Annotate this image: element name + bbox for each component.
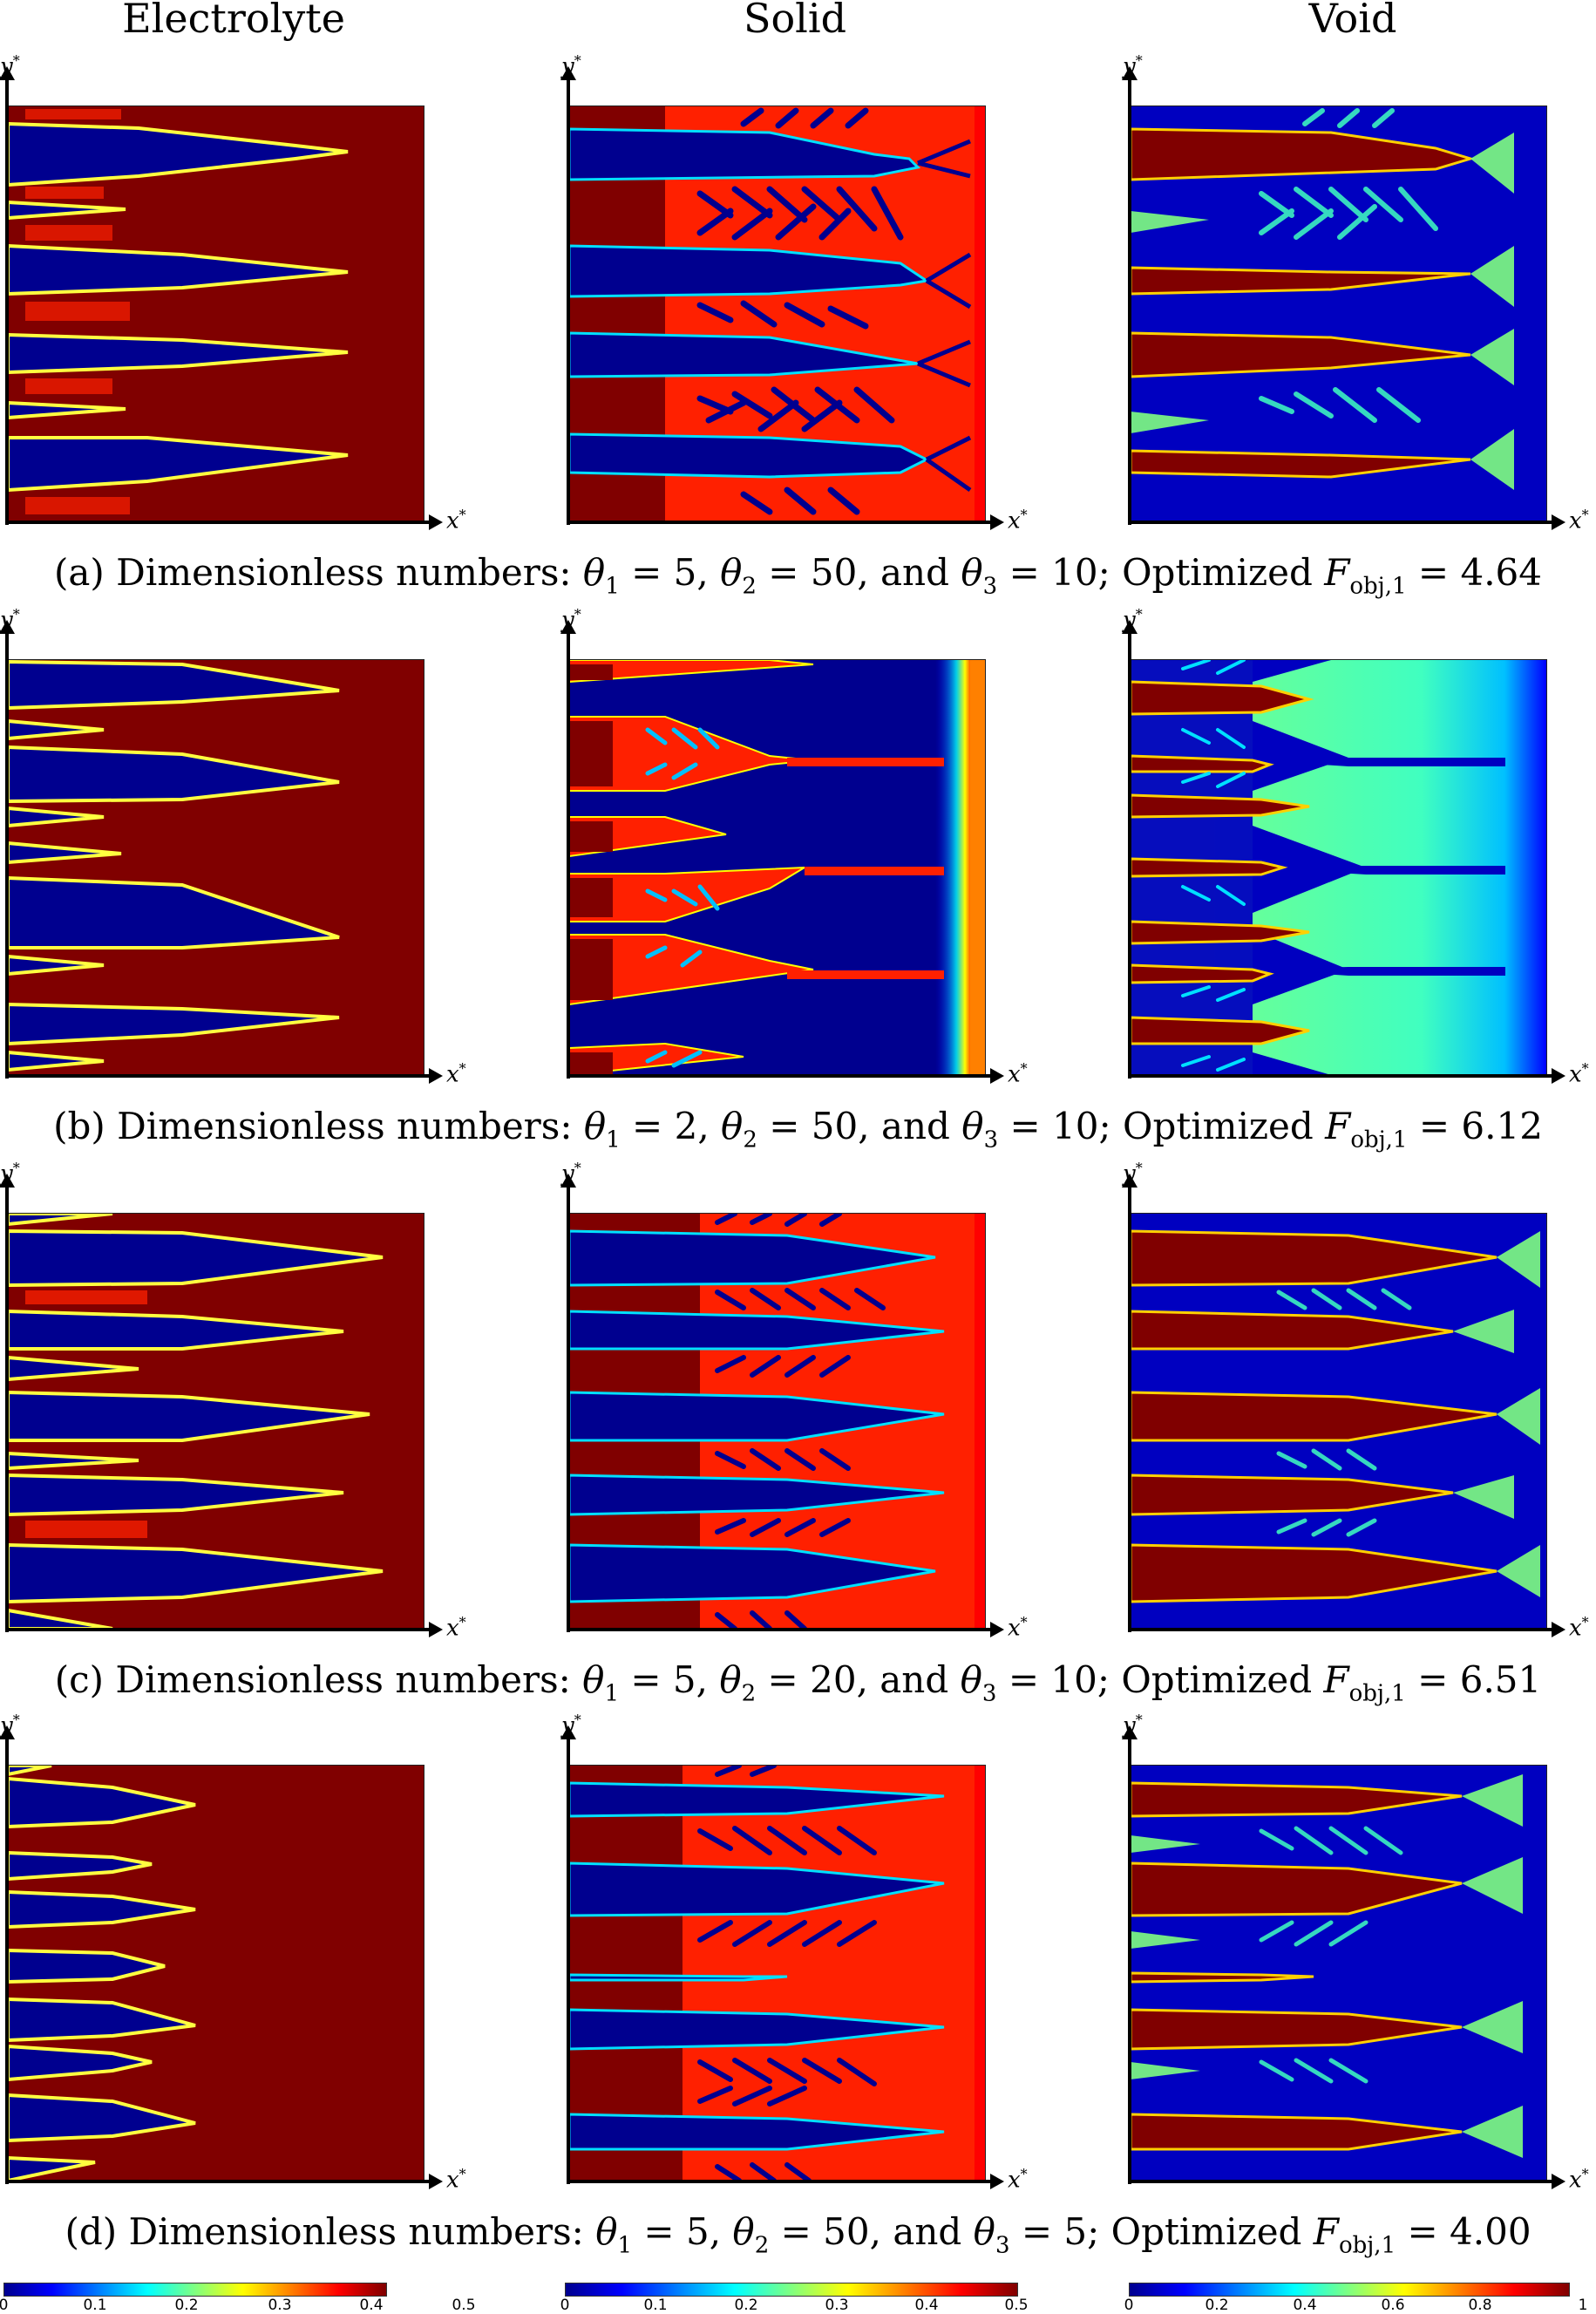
x-axis-label: x* xyxy=(446,507,466,534)
x-axis-arrow-icon xyxy=(5,2174,443,2189)
caption-b: (b) Dimensionless numbers: θ1 = 2, θ2 = … xyxy=(53,1105,1543,1154)
dendrite-pattern-icon xyxy=(569,1766,985,2181)
x-axis-arrow-icon xyxy=(1128,2174,1565,2189)
x-axis-arrow-icon xyxy=(567,1068,1004,1084)
x-axis-label: x* xyxy=(1569,507,1589,534)
x-axis-arrow-icon xyxy=(1128,1068,1565,1084)
y-axis-arrow-icon xyxy=(560,66,576,525)
x-axis-arrow-icon xyxy=(567,514,1004,530)
x-axis-label: x* xyxy=(1569,2166,1589,2194)
dendrite-pattern-icon xyxy=(8,1214,384,1629)
x-axis-arrow-icon xyxy=(1128,1622,1565,1637)
y-axis-arrow-icon xyxy=(0,1725,15,2184)
x-axis-label: x* xyxy=(1569,1060,1589,1088)
x-axis-arrow-icon xyxy=(1128,514,1565,530)
y-axis-label: y* xyxy=(1123,1712,1143,1739)
y-axis-arrow-icon xyxy=(0,1174,15,1632)
heatmap-solid-c xyxy=(568,1213,986,1630)
y-axis-arrow-icon xyxy=(560,1174,576,1632)
column-title-void: Void xyxy=(1308,0,1397,42)
y-axis-arrow-icon xyxy=(560,620,576,1079)
y-axis-label: y* xyxy=(1123,52,1143,80)
dendrite-pattern-icon xyxy=(569,106,985,521)
colorbar-void xyxy=(1129,2283,1570,2297)
y-axis-arrow-icon xyxy=(0,620,15,1079)
x-axis-label: x* xyxy=(1569,1614,1589,1642)
x-axis-label: x* xyxy=(446,2166,466,2194)
heatmap-solid-d xyxy=(568,1765,986,2181)
column-title-electrolyte: Electrolyte xyxy=(122,0,345,42)
x-axis-label: x* xyxy=(446,1060,466,1088)
dendrite-pattern-icon xyxy=(569,660,985,1075)
dendrite-pattern-icon xyxy=(569,1214,985,1629)
y-axis-label: y* xyxy=(1123,1160,1143,1188)
heatmap-void-c xyxy=(1130,1213,1547,1630)
x-axis-label: x* xyxy=(1008,507,1028,534)
y-axis-arrow-icon xyxy=(560,1725,576,2184)
y-axis-arrow-icon xyxy=(1122,1174,1138,1632)
dendrite-pattern-icon xyxy=(1131,1774,1523,2158)
caption-c: (c) Dimensionless numbers: θ1 = 5, θ2 = … xyxy=(54,1658,1542,1707)
x-axis-arrow-icon xyxy=(5,514,443,530)
caption-d: (d) Dimensionless numbers: θ1 = 5, θ2 = … xyxy=(65,2210,1531,2259)
y-axis-label: y* xyxy=(0,1160,20,1188)
y-axis-label: y* xyxy=(561,1712,581,1739)
dendrite-pattern-icon xyxy=(1131,108,1514,490)
colorbar-electrolyte xyxy=(3,2283,387,2297)
y-axis-arrow-icon xyxy=(0,66,15,525)
dendrite-pattern-icon xyxy=(1131,1229,1540,1603)
heatmap-electrolyte-a xyxy=(7,105,424,522)
x-axis-label: x* xyxy=(1008,1060,1028,1088)
x-axis-label: x* xyxy=(446,1614,466,1642)
heatmap-void-d xyxy=(1130,1765,1547,2181)
y-axis-label: y* xyxy=(1123,606,1143,634)
y-axis-label: y* xyxy=(561,52,581,80)
x-axis-arrow-icon xyxy=(5,1068,443,1084)
y-axis-label: y* xyxy=(561,1160,581,1188)
heatmap-solid-a xyxy=(568,105,986,522)
dendrite-pattern-icon xyxy=(1131,660,1546,1075)
x-axis-label: x* xyxy=(1008,1614,1028,1642)
x-axis-label: x* xyxy=(1008,2166,1028,2194)
colorbar-solid xyxy=(565,2283,1018,2297)
heatmap-solid-b xyxy=(568,659,986,1076)
y-axis-label: y* xyxy=(0,606,20,634)
heatmap-electrolyte-d xyxy=(7,1765,424,2181)
y-axis-arrow-icon xyxy=(1122,66,1138,525)
dendrite-pattern-icon xyxy=(8,660,340,1072)
x-axis-arrow-icon xyxy=(5,1622,443,1637)
x-axis-arrow-icon xyxy=(567,1622,1004,1637)
heatmap-void-b xyxy=(1130,659,1547,1076)
y-axis-label: y* xyxy=(0,1712,20,1739)
y-axis-label: y* xyxy=(0,52,20,80)
heatmap-electrolyte-b xyxy=(7,659,424,1076)
heatmap-electrolyte-c xyxy=(7,1213,424,1630)
y-axis-label: y* xyxy=(561,606,581,634)
dendrite-pattern-icon xyxy=(8,1766,196,2181)
caption-a: (a) Dimensionless numbers: θ1 = 5, θ2 = … xyxy=(54,551,1542,600)
y-axis-arrow-icon xyxy=(1122,620,1138,1079)
y-axis-arrow-icon xyxy=(1122,1725,1138,2184)
heatmap-void-a xyxy=(1130,105,1547,522)
x-axis-arrow-icon xyxy=(567,2174,1004,2189)
dendrite-pattern-icon xyxy=(8,109,349,514)
column-title-solid: Solid xyxy=(743,0,847,42)
